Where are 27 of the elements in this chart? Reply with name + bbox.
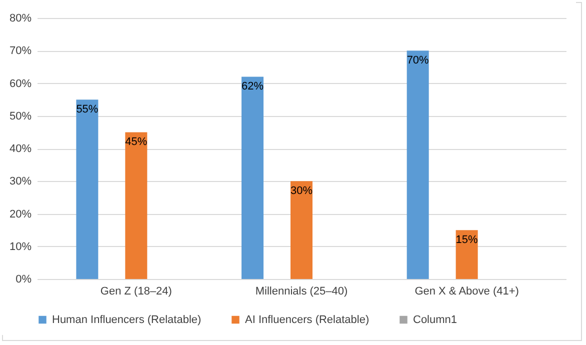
data-label: 70% [406,54,430,67]
data-label: 62% [242,80,264,93]
data-label: 55% [76,104,98,116]
y-tick-label: 10% [9,240,32,253]
legend-label: Column1 [413,314,458,326]
data-label: 15% [456,234,478,246]
y-tick-label: 60% [9,78,32,90]
bar [125,132,148,279]
y-tick-label: 30% [9,176,32,188]
y-tick-label: 40% [9,143,32,155]
x-tick-label: Millennials (25–40) [255,286,348,298]
bar [406,50,429,279]
bar [456,230,478,279]
x-tick-label: Gen Z (18–24) [100,286,172,298]
bar [242,76,264,279]
y-tick-label: 50% [9,110,32,122]
y-tick-label: 80% [9,12,32,24]
y-tick-label: 0% [16,274,32,286]
bar [76,100,98,279]
y-tick-label: 20% [9,208,32,220]
data-label: 30% [290,185,313,198]
x-tick-label: Gen X & Above (41+) [414,286,519,298]
legend-label: AI Influencers (Relatable) [245,314,370,326]
bar [290,181,312,279]
legend-label: Human Influencers (Relatable) [52,314,202,326]
data-label: 45% [125,136,148,148]
y-tick-label: 70% [9,45,32,58]
